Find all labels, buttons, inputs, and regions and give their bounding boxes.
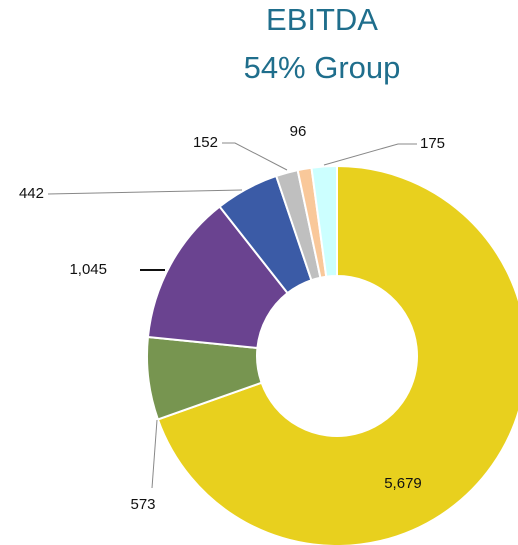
data-label: 152 — [193, 134, 218, 151]
data-label: 442 — [19, 185, 44, 202]
leader-line — [151, 419, 158, 489]
donut-slice — [156, 164, 518, 545]
data-label: 175 — [420, 135, 445, 152]
data-label: 1,045 — [69, 261, 107, 278]
donut-slice — [310, 164, 338, 278]
leader-line — [323, 143, 417, 166]
data-label: 5,679 — [384, 475, 422, 492]
data-label: 573 — [130, 496, 155, 513]
leader-line — [222, 142, 288, 171]
chart-subtitle: 54% Group — [244, 50, 401, 85]
leader-line — [47, 189, 243, 195]
data-label: 96 — [290, 123, 307, 140]
chart-title: EBITDA — [266, 2, 378, 37]
donut-slice — [146, 205, 289, 350]
